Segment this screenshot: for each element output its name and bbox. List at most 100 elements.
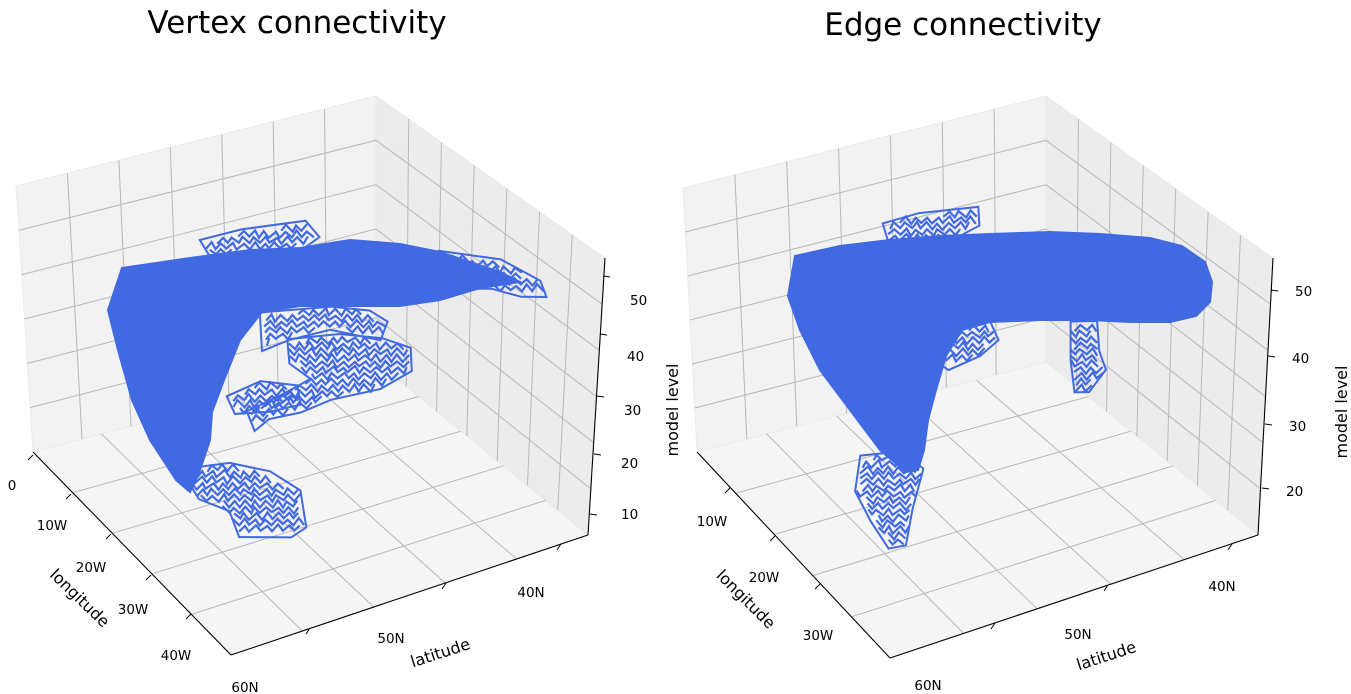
- model-level-tick-label: 20: [1286, 484, 1303, 500]
- gridline: [766, 433, 964, 634]
- mesh-outline: [1069, 319, 1108, 394]
- mesh-outline: [927, 320, 1000, 372]
- edge-connectivity-panel: Edge connectivity 10W 20W 30W longitude …: [663, 7, 1351, 694]
- model-level-tick-label: 30: [1289, 419, 1306, 435]
- mesh-strand: [877, 513, 910, 524]
- longitude-tick-label: 30W: [118, 602, 149, 618]
- mesh-strand: [280, 223, 308, 234]
- longitude-tick-label: 20W: [749, 570, 780, 586]
- longitude-ticks: 10W 20W 30W: [697, 487, 834, 644]
- longitude-axis-line: [696, 451, 891, 659]
- mesh-strand: [232, 398, 284, 410]
- gridline: [18, 139, 603, 305]
- mesh-strand: [216, 234, 309, 246]
- model-level-tick-label: 30: [624, 403, 641, 419]
- gridline: [685, 139, 1271, 305]
- mesh-strand: [299, 358, 410, 370]
- mesh-strand: [265, 331, 294, 342]
- mesh-dense: [106, 238, 524, 494]
- mesh-strand: [304, 376, 388, 388]
- mesh-strand: [1070, 358, 1099, 369]
- mesh-strand: [859, 470, 922, 481]
- mesh-strand: [1073, 370, 1104, 382]
- vertex-connectivity-panel: Vertex connectivity 0 10W 20W 30W 40W lo…: [8, 5, 647, 694]
- mesh-strand: [237, 228, 315, 240]
- latitude-tick-label: 40N: [1208, 579, 1235, 595]
- mesh-strand: [872, 453, 907, 464]
- mesh-outline: [854, 450, 925, 550]
- mesh-strand: [968, 322, 990, 334]
- gridline: [812, 465, 1174, 577]
- model-level-ticks: 10 20 30 40 50: [589, 275, 647, 523]
- mesh-strand: [294, 381, 376, 394]
- mesh-strand: [185, 468, 261, 480]
- mesh-strand: [221, 504, 300, 516]
- model-level-tick-label: 40: [1292, 351, 1309, 367]
- latitude-tick-label: 60N: [914, 678, 941, 694]
- mesh-outline: [437, 249, 548, 299]
- mesh-strand: [935, 334, 996, 346]
- mesh-strand: [875, 518, 906, 530]
- mesh-strand: [888, 232, 941, 244]
- mesh-strand: [448, 258, 501, 270]
- model-level-ticks: 20 30 40 50: [1261, 284, 1312, 500]
- model-level-tick-label: 50: [630, 293, 647, 309]
- gridline: [21, 184, 600, 351]
- mesh-strand: [191, 474, 272, 486]
- mesh-dense: [786, 230, 1214, 474]
- latitude-tick-label: 50N: [1064, 627, 1091, 643]
- mesh-strand: [265, 337, 271, 346]
- longitude-tick-label: 10W: [37, 518, 68, 534]
- mesh-strand: [929, 328, 996, 340]
- mesh-strand: [861, 482, 916, 494]
- mesh-strand: [1073, 323, 1098, 333]
- mesh-strand: [345, 324, 384, 336]
- chart-title: Vertex connectivity: [147, 5, 446, 41]
- mesh-strand: [449, 264, 523, 276]
- model-level-tick-label: 10: [621, 507, 638, 523]
- mesh-strand: [865, 494, 912, 506]
- mesh-strand: [492, 282, 545, 294]
- mesh-strand: [899, 214, 977, 226]
- mesh-strand: [223, 498, 299, 510]
- mesh-strand: [239, 404, 261, 416]
- wireframe-mesh: [106, 219, 548, 539]
- mesh-strand: [233, 510, 299, 522]
- longitude-tick-label: 30W: [803, 628, 834, 644]
- gridline: [101, 433, 303, 632]
- mesh-strand: [1073, 365, 1104, 376]
- model-level-axis-label: model level: [1332, 366, 1351, 459]
- mesh-outline: [225, 380, 302, 415]
- latitude-tick-label: 40N: [517, 585, 544, 601]
- mesh-strand: [460, 276, 539, 288]
- mesh-outline: [198, 219, 321, 257]
- mesh-strand: [887, 538, 905, 546]
- mesh-strand: [1069, 352, 1098, 363]
- gridline: [774, 430, 1131, 535]
- mesh-strand: [1074, 382, 1093, 394]
- model-level-axis-line: [587, 257, 606, 536]
- mesh-strand: [287, 346, 409, 358]
- mesh-strand: [934, 352, 974, 364]
- mesh-strand: [263, 318, 387, 330]
- mesh-strand: [1069, 335, 1098, 346]
- gridline: [151, 465, 504, 575]
- mesh-strand: [1069, 328, 1092, 339]
- latitude-axis-line: [230, 534, 589, 656]
- latitude-tick-label: 60N: [231, 680, 258, 694]
- mesh-strand: [300, 364, 408, 376]
- mesh-strand: [297, 306, 362, 318]
- mesh-strand: [238, 522, 301, 534]
- longitude-tick-label: 20W: [76, 560, 107, 576]
- mesh-strand: [232, 516, 305, 528]
- gridline: [851, 499, 1216, 618]
- longitude-axis-line: [32, 451, 232, 656]
- mesh-strand: [260, 400, 313, 412]
- mesh-strand: [889, 220, 971, 232]
- mesh-strand: [942, 208, 978, 220]
- mesh-strand: [200, 491, 302, 504]
- latitude-axis-line: [889, 534, 1259, 659]
- mesh-strand: [866, 501, 913, 512]
- longitude-tick-label: 0: [8, 478, 17, 494]
